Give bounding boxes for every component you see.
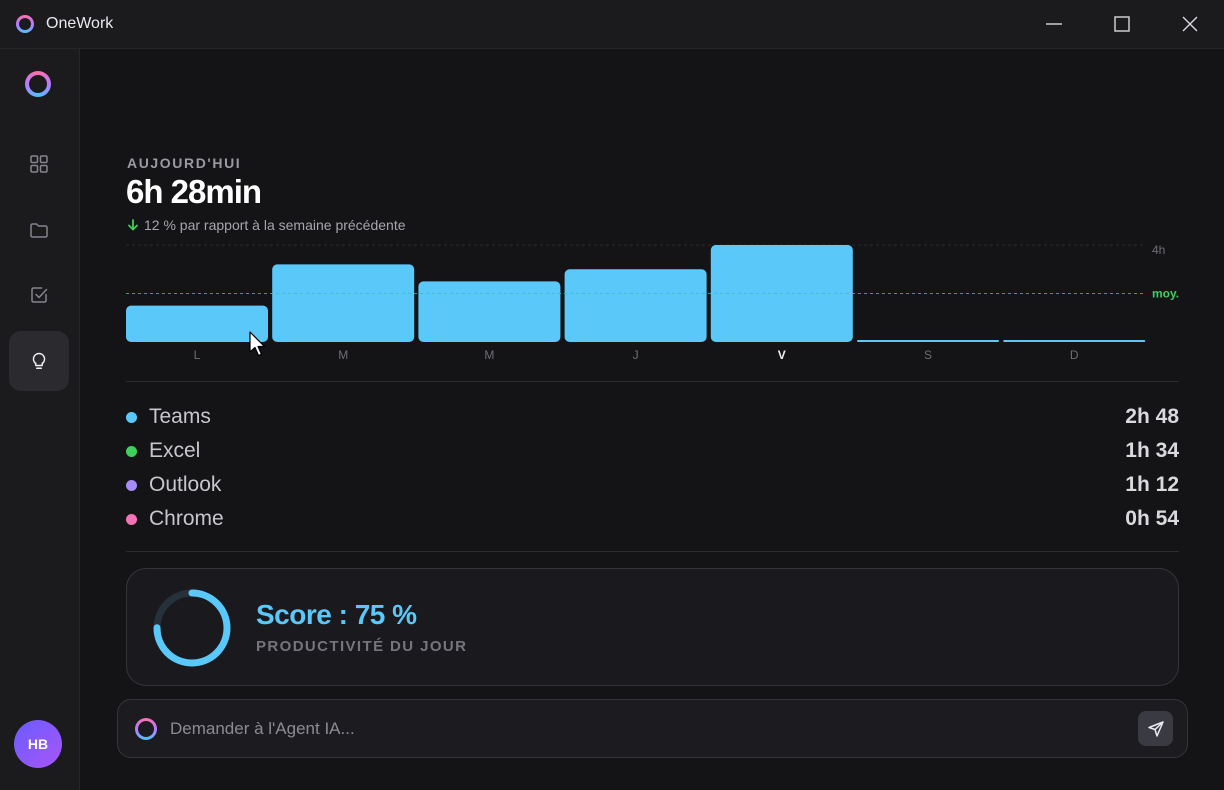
- score-subtitle: PRODUCTIVITÉ DU JOUR: [256, 638, 468, 655]
- maximize-button[interactable]: [1089, 0, 1155, 48]
- chart-day-label: M: [338, 348, 348, 362]
- period-label: AUJOURD'HUI: [127, 155, 242, 171]
- app-color-dot: [126, 479, 137, 491]
- app-usage-row: Outlook 1h 12: [126, 468, 1179, 502]
- brand-logo-icon[interactable]: [25, 71, 51, 97]
- send-icon: [1147, 720, 1164, 737]
- score-title: Score : 75 %: [256, 599, 417, 630]
- arrow-down-icon: [128, 219, 138, 231]
- mouse-cursor-icon: [249, 331, 266, 357]
- chart-day-label: L: [194, 348, 201, 362]
- window-title: OneWork: [46, 15, 114, 32]
- app-name: Outlook: [149, 473, 222, 496]
- app-time: 1h 12: [1125, 473, 1179, 496]
- lightbulb-icon: [32, 352, 46, 370]
- app-usage-row: Teams 2h 48: [126, 400, 1179, 434]
- sidebar: HB: [0, 49, 80, 790]
- total-time: 6h 28min: [126, 173, 262, 210]
- app-name: Chrome: [149, 507, 224, 530]
- divider-bottom: [126, 551, 1179, 552]
- nav-item-dashboard[interactable]: [9, 134, 69, 194]
- chart-average-label: moy.: [1152, 287, 1179, 301]
- folder-icon: [30, 223, 48, 238]
- chart-day-label: J: [633, 348, 639, 362]
- grid-icon: [30, 155, 48, 173]
- chart-max-label: 4h: [1152, 243, 1165, 257]
- ai-agent-icon: [135, 718, 157, 740]
- app-usage-row: Excel 1h 34: [126, 434, 1179, 468]
- app-name: Excel: [149, 439, 201, 462]
- maximize-icon: [1114, 16, 1130, 32]
- close-icon: [1182, 16, 1198, 32]
- app-color-dot: [126, 513, 137, 525]
- app-logo-icon: [16, 15, 34, 33]
- title-bar: OneWork: [0, 0, 1224, 49]
- user-avatar[interactable]: HB: [14, 720, 62, 768]
- chart-day-label: S: [924, 348, 932, 362]
- nav-item-tasks[interactable]: [9, 265, 69, 325]
- chart-bar: [1003, 340, 1146, 342]
- chart-bar: [126, 305, 268, 342]
- minimize-icon: [1046, 23, 1062, 25]
- chart-day-label: V: [778, 348, 786, 362]
- divider-top: [126, 381, 1179, 382]
- app-usage-row: Chrome 0h 54: [126, 502, 1179, 536]
- chart-day-label: M: [484, 348, 494, 362]
- app-time: 1h 34: [1125, 439, 1179, 462]
- chart-bar: [272, 264, 415, 342]
- app-time: 2h 48: [1125, 405, 1179, 428]
- app-usage-list: Teams 2h 48 Excel 1h 34 Outlook 1h 12 Chrome 0h…: [126, 400, 1179, 536]
- score-ring: [153, 589, 231, 667]
- chart-day-label: D: [1070, 348, 1079, 362]
- app-color-dot: [126, 411, 137, 423]
- chart-bar: [857, 340, 999, 342]
- delta-line: 12 % par rapport à la semaine précédente: [127, 217, 406, 233]
- nav-item-files[interactable]: [9, 200, 69, 260]
- chart-bar: [418, 281, 561, 342]
- minimize-button[interactable]: [1021, 0, 1087, 48]
- app-time: 0h 54: [1125, 507, 1179, 530]
- checkbox-icon: [31, 287, 48, 303]
- chart-bar: [564, 269, 707, 342]
- close-button[interactable]: [1157, 0, 1223, 48]
- send-button[interactable]: [1138, 711, 1173, 746]
- score-card: Score : 75 % PRODUCTIVITÉ DU JOUR: [126, 568, 1179, 686]
- nav-item-insights[interactable]: [9, 331, 69, 391]
- delta-text: 12 % par rapport à la semaine précédente: [144, 217, 406, 233]
- ai-agent-bar: [117, 699, 1188, 758]
- ai-agent-input[interactable]: [170, 714, 1120, 744]
- app-name: Teams: [149, 405, 211, 428]
- score-ring-progress: [153, 589, 231, 667]
- app-color-dot: [126, 445, 137, 457]
